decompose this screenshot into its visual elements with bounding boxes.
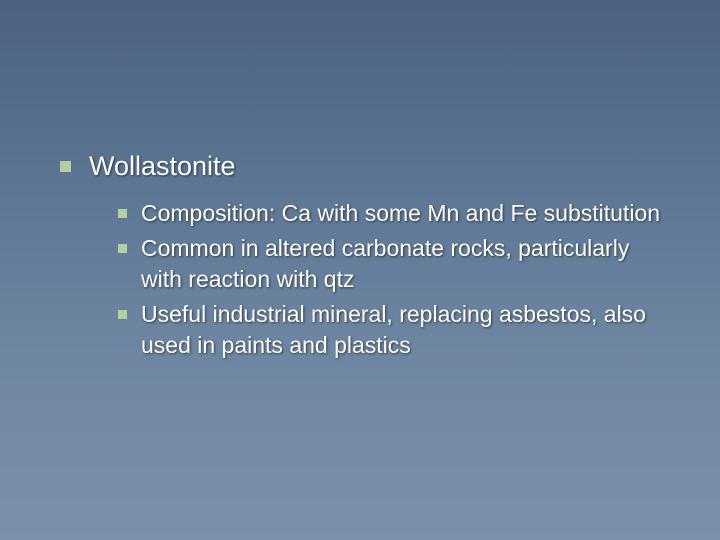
sub-bullet-list: Composition: Ca with some Mn and Fe subs… bbox=[118, 198, 670, 361]
slide-body: Wollastonite Composition: Ca with some M… bbox=[0, 0, 720, 405]
main-bullet-text: Wollastonite bbox=[89, 150, 236, 184]
square-bullet-icon bbox=[118, 209, 127, 218]
sub-bullet-text: Common in altered carbonate rocks, parti… bbox=[141, 233, 670, 295]
sub-bullet-row: Useful industrial mineral, replacing asb… bbox=[118, 299, 670, 361]
main-bullet-row: Wollastonite bbox=[60, 150, 670, 184]
square-bullet-icon bbox=[118, 310, 127, 319]
square-bullet-icon bbox=[60, 161, 71, 172]
sub-bullet-row: Common in altered carbonate rocks, parti… bbox=[118, 233, 670, 295]
sub-bullet-text: Composition: Ca with some Mn and Fe subs… bbox=[141, 198, 660, 229]
square-bullet-icon bbox=[118, 244, 127, 253]
sub-bullet-text: Useful industrial mineral, replacing asb… bbox=[141, 299, 670, 361]
sub-bullet-row: Composition: Ca with some Mn and Fe subs… bbox=[118, 198, 670, 229]
